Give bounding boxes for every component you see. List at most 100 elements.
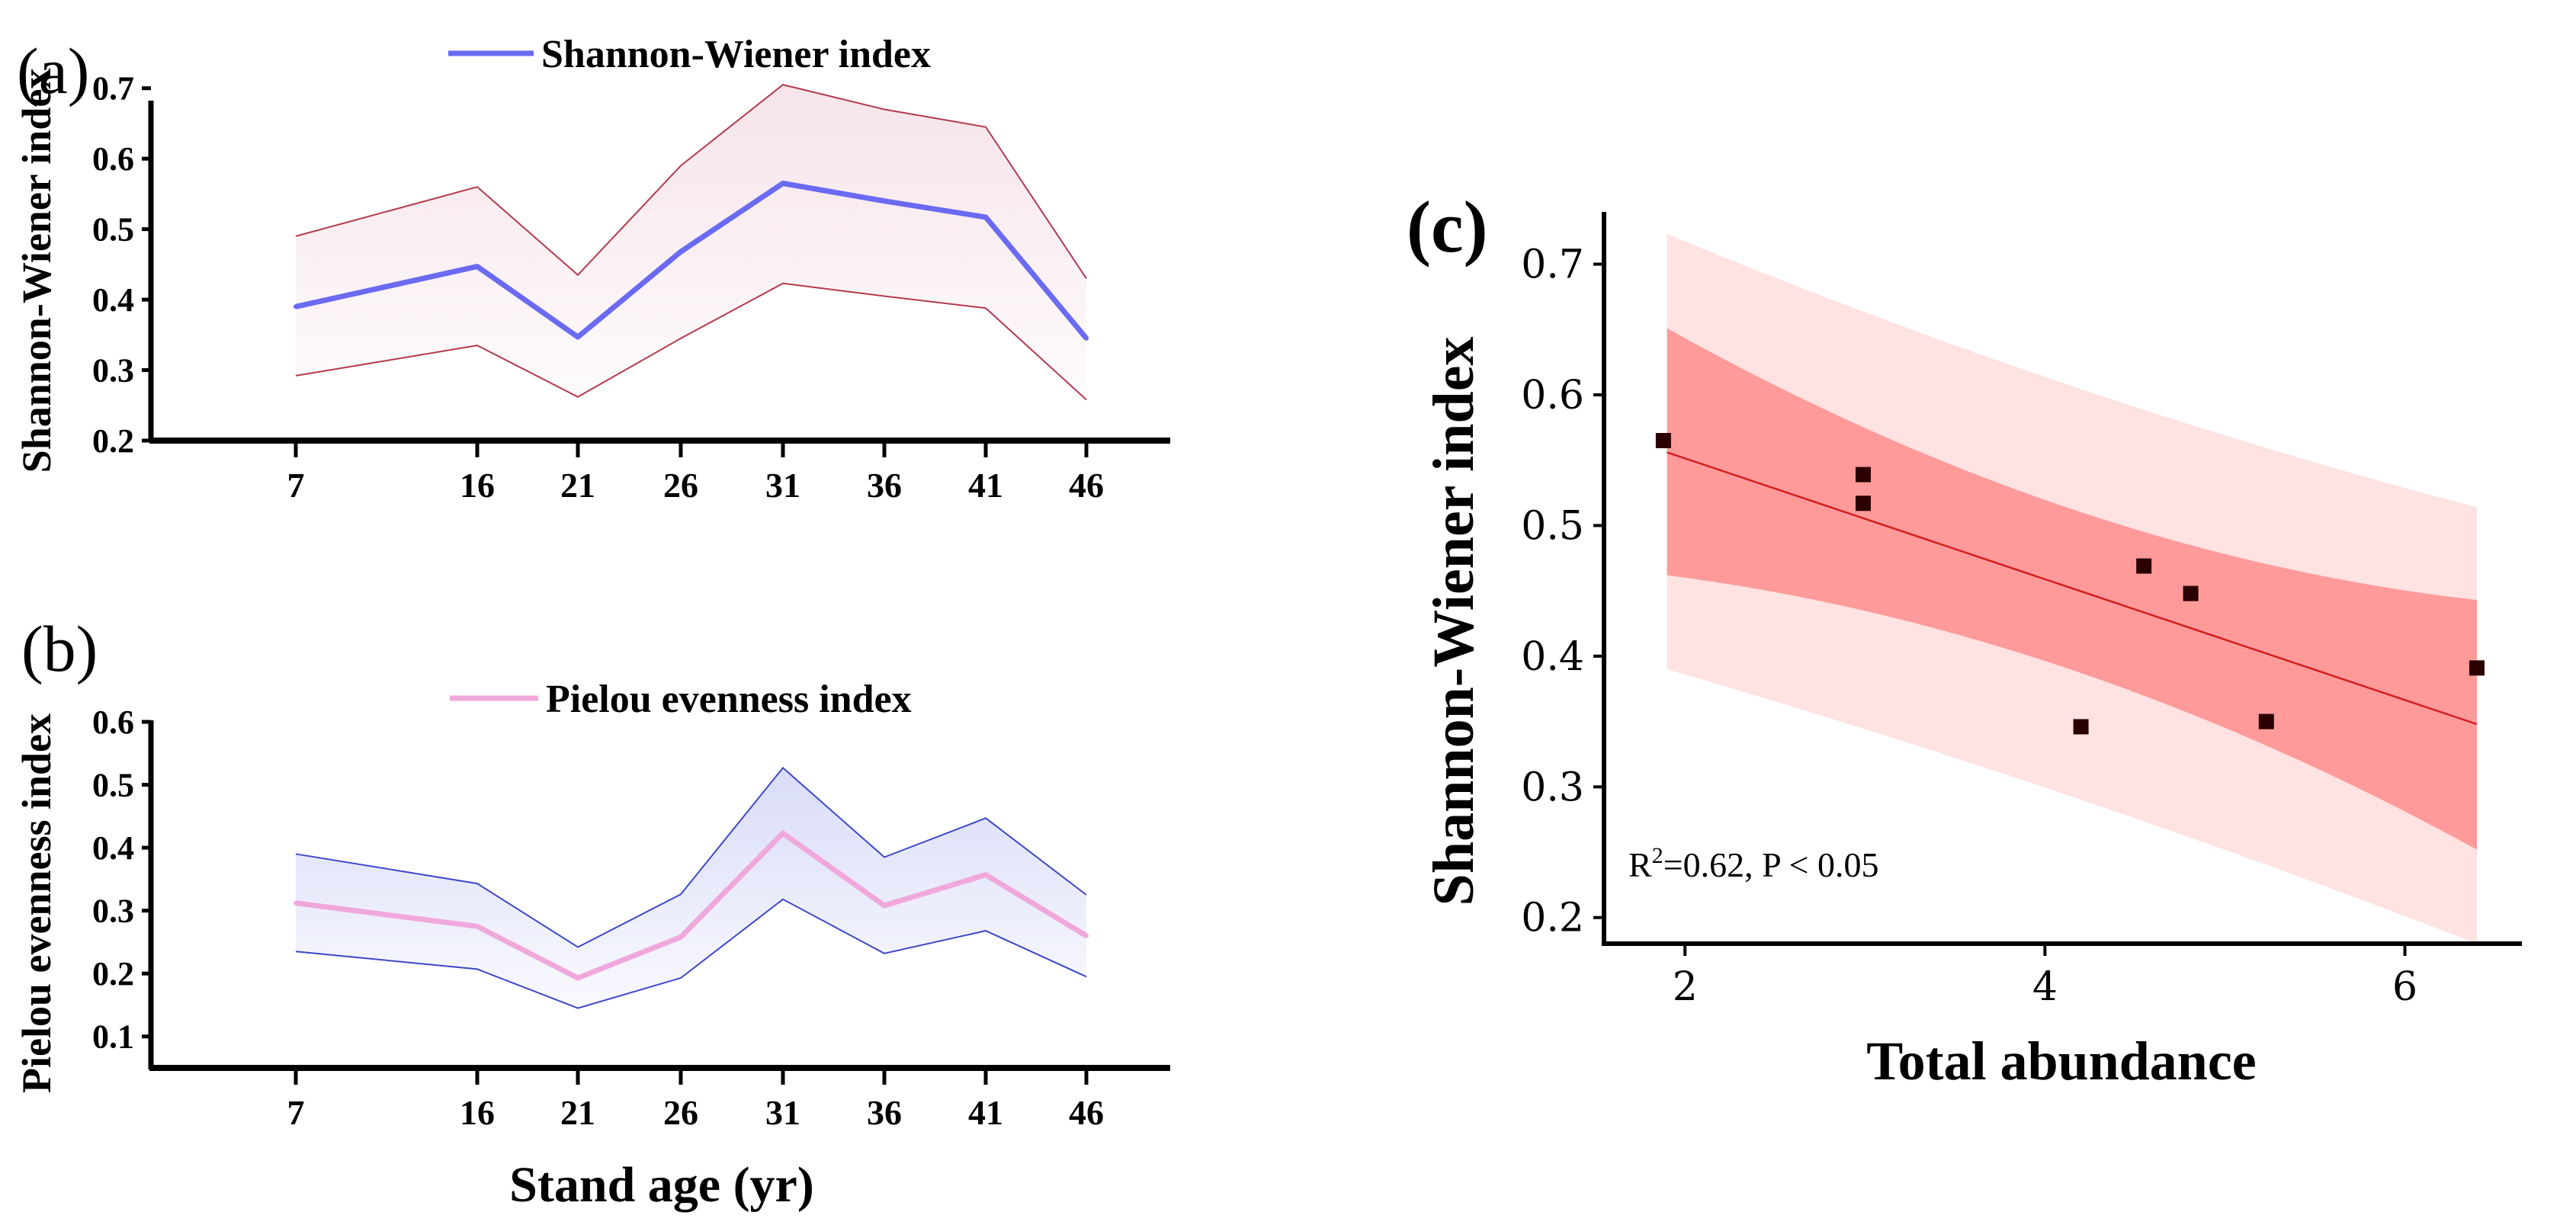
panel-b-confidence-band [295,766,1087,1009]
panel-b-y-ticks: 0.1 0.2 0.3 0.4 0.5 0.6 [92,704,151,1056]
band-lower-edge [295,282,1087,401]
y-tick-label: 0.3 [92,352,134,390]
y-tick-label: 0.4 [92,281,134,319]
panel-c-shannon-vs-abundance: (c) Shannon-Wiener index 0.2 0.3 0.4 0.5 0.6… [1407,186,2522,1092]
y-tick-label: 0.4 [1521,634,1584,680]
x-tick-label: 16 [460,1093,495,1132]
panel-b-x-axis-title: Stand age (yr) [509,1157,814,1213]
panel-a-y-axis-title: Shannon-Wiener index [14,69,59,473]
series-point [678,935,683,940]
panel-a-shannon-wiener-by-stand-age: (a) Shannon-Wiener index Shannon-Wiener … [14,33,1170,505]
scatter-point [2136,558,2152,574]
panel-c-stat-annotation: R2=0.62, P < 0.05 [1628,843,1878,884]
scatter-point [2183,585,2199,601]
panel-c-x-axis-title: Total abundance [1866,1031,2257,1092]
series-point [475,924,480,929]
panel-c-axes [1602,212,2522,946]
annotation-stat-text: =0.62, P < 0.05 [1663,845,1879,884]
y-tick-label: 0.2 [1521,896,1584,941]
confidence-band-area [296,768,1086,1008]
x-tick-label: 16 [460,466,495,505]
y-tick-label: 0.7 [92,70,134,107]
series-line [295,830,1088,981]
x-tick-label: 46 [1069,1093,1104,1132]
series-point [983,214,988,220]
band-upper-edge [295,766,1087,948]
y-tick-label: 0.6 [92,140,134,178]
x-tick-label: 31 [765,1093,800,1132]
annotation-r: R [1628,845,1652,884]
panel-b-pielou-by-stand-age: (b) Pielou evenness index Pielou evennes… [14,612,1170,1213]
panel-b-axes [148,720,1170,1071]
y-tick-label: 0.6 [92,704,134,741]
series-point [576,976,580,980]
panel-b-y-axis-title: Pielou evenness index [14,713,59,1093]
series-point [882,198,887,204]
panel-b-x-ticks: 7 16 21 26 31 36 41 46 [287,1068,1104,1132]
x-tick-label: 2 [1673,964,1698,1010]
panel-a-label: (a) [17,34,89,107]
x-tick-label: 31 [765,466,800,505]
panel-b-legend: Pielou evenness index [450,678,912,721]
y-tick-label: 0.3 [1521,765,1584,810]
x-tick-label: 36 [867,1093,902,1132]
x-tick-label: 46 [1069,466,1104,505]
panel-b-series-line [294,830,1089,981]
band-lower-edge [295,898,1087,1009]
x-tick-label: 4 [2032,964,2058,1010]
panel-c-x-ticks: 2 4 6 [1673,944,2417,1010]
x-tick-label: 7 [287,1093,305,1132]
panel-c-fit-line [1667,451,2478,726]
scatter-point [1655,433,1671,448]
y-tick-label: 0.1 [92,1018,134,1056]
x-tick-label: 7 [287,466,305,505]
series-point [678,249,683,255]
y-tick-label: 0.2 [92,422,134,460]
band-upper-edge [295,84,1087,279]
series-line [295,181,1089,341]
y-tick-label: 0.5 [92,211,134,248]
legend-label-shannon-wiener: Shannon-Wiener index [541,33,931,76]
panel-c-data-points [1655,433,2485,735]
series-point [983,872,988,877]
regression-line [1667,451,2478,726]
x-tick-label: 6 [2392,964,2417,1010]
panel-a-y-ticks: 0.2 0.3 0.4 0.5 0.6 0.7 [92,70,151,460]
y-tick-label: 0.3 [92,893,134,930]
y-tick-label: 0.5 [1521,503,1584,549]
panel-c-y-axis-title: Shannon-Wiener index [1422,337,1486,906]
scatter-point [2258,713,2274,729]
panel-a-legend: Shannon-Wiener index [448,33,931,76]
panel-c-y-ticks: 0.2 0.3 0.4 0.5 0.6 0.7 [1521,242,1604,941]
series-point [1084,335,1089,341]
series-point [294,900,298,906]
x-tick-label: 21 [560,466,595,505]
x-tick-label: 41 [968,1093,1003,1132]
y-tick-label: 0.4 [92,829,134,867]
x-tick-label: 36 [867,466,902,505]
legend-label-pielou-evenness: Pielou evenness index [546,678,912,721]
panel-c-label: (c) [1407,186,1488,268]
scatter-point [1856,495,1871,511]
x-tick-label: 26 [663,466,698,505]
series-point [882,903,887,908]
series-point [475,264,480,269]
x-tick-label: 21 [560,1093,595,1132]
panel-b-label: (b) [21,612,98,685]
series-point [294,304,298,309]
scatter-point [2073,719,2089,735]
y-tick-label: 0.6 [1521,373,1584,418]
series-point [1084,933,1089,938]
series-point [576,335,580,340]
panel-a-x-ticks: 7 16 21 26 31 36 41 46 [287,441,1104,505]
x-tick-label: 41 [968,466,1003,505]
scatter-point [2469,660,2485,676]
series-point [781,831,785,836]
scatter-point [1856,467,1871,483]
x-tick-label: 26 [663,1093,698,1132]
y-tick-label: 0.2 [92,955,134,992]
y-tick-label: 0.5 [92,767,134,804]
panel-a-series-line [294,181,1089,341]
series-point [781,181,785,186]
